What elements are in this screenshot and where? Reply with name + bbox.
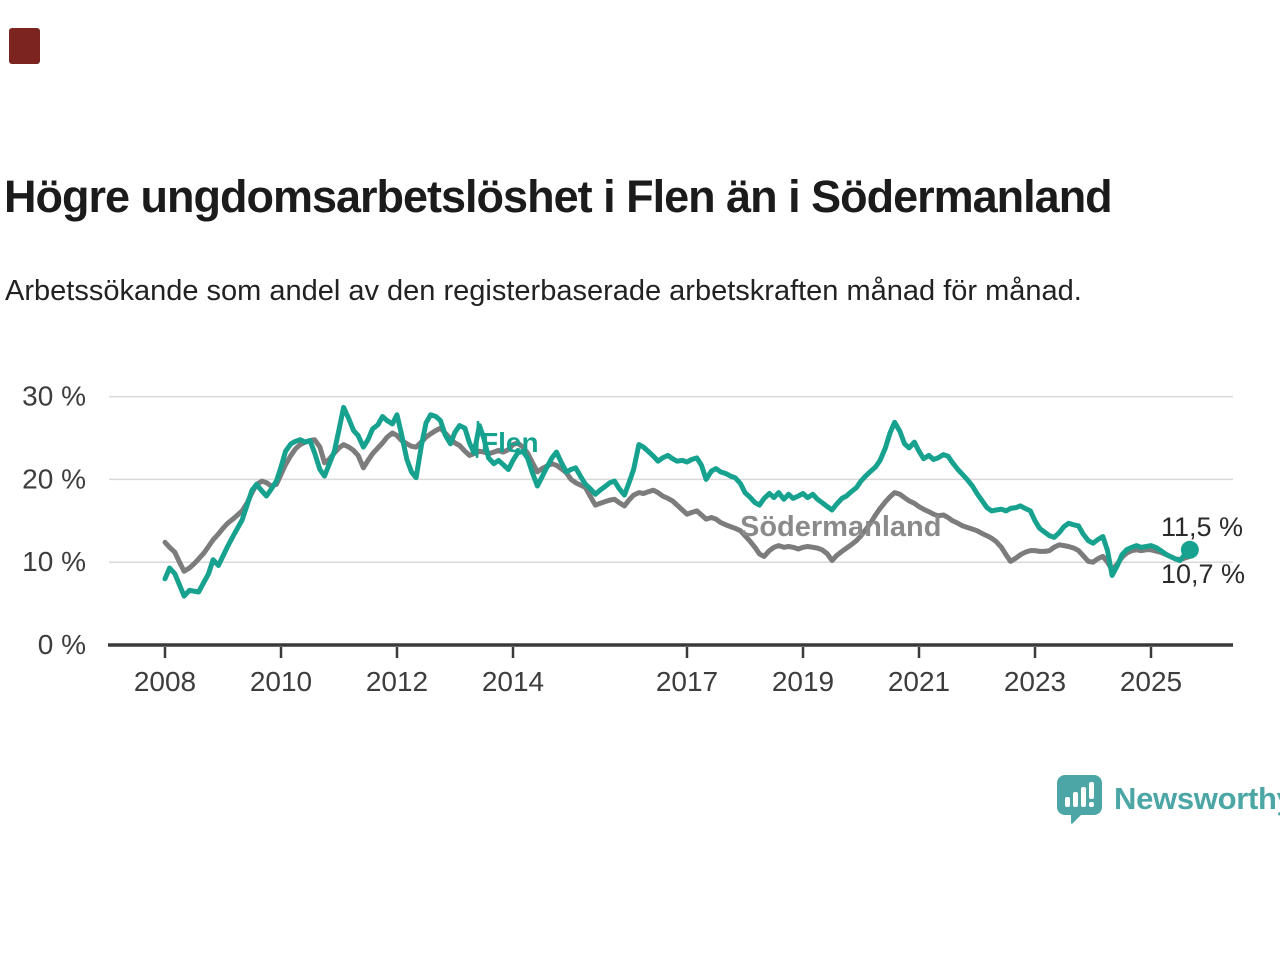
x-tick-label: 2014	[482, 666, 544, 697]
y-tick-label: 20 %	[22, 463, 86, 494]
flen-label-leader	[475, 420, 480, 459]
series-label-sodermanland: Södermanland	[740, 511, 942, 543]
logo-bar-1	[1065, 797, 1070, 807]
logo-bar-3	[1081, 787, 1086, 807]
y-tick-label: 0 %	[38, 629, 86, 660]
newsworthy-logo-text: Newsworthy	[1114, 781, 1280, 816]
newsworthy-logo-icon	[1057, 775, 1102, 824]
series-line-flen	[162, 404, 1193, 599]
logo-bar-2	[1073, 792, 1078, 807]
logo-bubble-shape	[1057, 775, 1102, 824]
y-tick-label: 30 %	[22, 381, 86, 412]
series-line-sdermanland	[162, 425, 1193, 574]
x-tick-label: 2008	[134, 666, 196, 697]
x-tick-label: 2019	[772, 666, 834, 697]
chart-subtitle: Arbetssökande som andel av den registerb…	[5, 275, 1082, 307]
end-value-flen: 11,5 %	[1161, 512, 1244, 542]
series-label-flen: Flen	[481, 427, 539, 458]
x-tick-label: 2023	[1004, 666, 1066, 697]
x-tick-label: 2025	[1120, 666, 1182, 697]
y-tick-label: 10 %	[22, 546, 86, 577]
end-value-sodermanland: 10,7 %	[1161, 559, 1246, 589]
x-tick-label: 2012	[366, 666, 428, 697]
corner-color-chip	[9, 28, 40, 64]
x-tick-label: 2017	[656, 666, 718, 697]
x-tick-label: 2010	[250, 666, 312, 697]
x-tick-label: 2021	[888, 666, 950, 697]
series-end-dot	[1180, 540, 1199, 559]
page-title: Högre ungdomsarbetslöshet i Flen än i Sö…	[4, 171, 1113, 223]
newsworthy-logo: Newsworthy	[1056, 774, 1280, 824]
logo-exclamation-bar	[1089, 782, 1094, 799]
logo-exclamation-dot	[1089, 802, 1094, 807]
